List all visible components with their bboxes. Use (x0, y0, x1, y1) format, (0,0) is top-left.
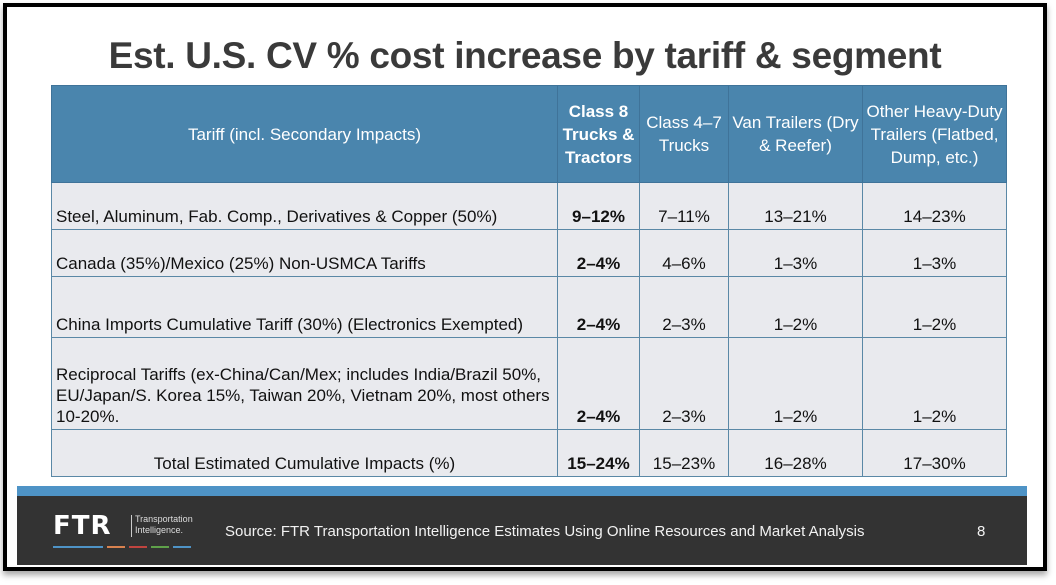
van-cell: 1–2% (728, 276, 863, 338)
class4-7-cell: 4–6% (639, 229, 729, 277)
ftr-logo: FTR Transportation Intelligence. (53, 511, 203, 548)
van-cell: 16–28% (728, 429, 863, 477)
header-van-trailers: Van Trailers (Dry & Reefer) (728, 85, 863, 183)
class8-cell: 15–24% (557, 429, 640, 477)
page-number: 8 (977, 523, 986, 540)
table-row-total: Total Estimated Cumulative Impacts (%) 1… (51, 429, 1007, 477)
class8-cell: 2–4% (557, 276, 640, 338)
logo-text: FTR (53, 511, 112, 541)
class8-cell: 9–12% (557, 182, 640, 230)
other-cell: 1–2% (862, 337, 1007, 430)
header-other-trailers: Other Heavy-Duty Trailers (Flatbed, Dump… (862, 85, 1007, 183)
table-header-row: Tariff (incl. Secondary Impacts) Class 8… (51, 85, 1007, 183)
table-row: Canada (35%)/Mexico (25%) Non-USMCA Tari… (51, 229, 1007, 277)
slide-footer: FTR Transportation Intelligence. Source:… (17, 496, 1027, 565)
header-class8: Class 8 Trucks & Tractors (557, 85, 640, 183)
tariff-cell: China Imports Cumulative Tariff (30%) (E… (51, 276, 558, 338)
logo-color-bars (53, 546, 203, 548)
class4-7-cell: 2–3% (639, 337, 729, 430)
logo-subtext-line2: Intelligence. (135, 525, 184, 535)
table-row: Reciprocal Tariffs (ex-China/Can/Mex; in… (51, 337, 1007, 430)
total-label-cell: Total Estimated Cumulative Impacts (%) (51, 429, 558, 477)
van-cell: 1–3% (728, 229, 863, 277)
other-cell: 1–3% (862, 229, 1007, 277)
logo-subtext: Transportation Intelligence. (135, 514, 193, 536)
logo-bar (107, 546, 125, 548)
logo-bar (129, 546, 147, 548)
logo-bar (173, 546, 191, 548)
class4-7-cell: 7–11% (639, 182, 729, 230)
footer-accent-stripe (17, 486, 1027, 496)
header-class4-7: Class 4–7 Trucks (639, 85, 729, 183)
table-row: China Imports Cumulative Tariff (30%) (E… (51, 276, 1007, 338)
tariff-cell: Reciprocal Tariffs (ex-China/Can/Mex; in… (51, 337, 558, 430)
van-cell: 13–21% (728, 182, 863, 230)
slide-title: Est. U.S. CV % cost increase by tariff &… (108, 35, 942, 76)
table-row: Steel, Aluminum, Fab. Comp., Derivatives… (51, 182, 1007, 230)
tariff-cell: Canada (35%)/Mexico (25%) Non-USMCA Tari… (51, 229, 558, 277)
tariff-cell: Steel, Aluminum, Fab. Comp., Derivatives… (51, 182, 558, 230)
logo-bar (151, 546, 169, 548)
class4-7-cell: 15–23% (639, 429, 729, 477)
logo-subtext-line1: Transportation (135, 514, 193, 524)
source-note: Source: FTR Transportation Intelligence … (225, 523, 865, 540)
header-tariff: Tariff (incl. Secondary Impacts) (51, 85, 558, 183)
class8-cell: 2–4% (557, 337, 640, 430)
slide-frame: Est. U.S. CV % cost increase by tariff &… (3, 3, 1047, 571)
logo-bar (53, 546, 103, 548)
other-cell: 17–30% (862, 429, 1007, 477)
tariff-table: Tariff (incl. Secondary Impacts) Class 8… (51, 85, 1007, 477)
van-cell: 1–2% (728, 337, 863, 430)
class4-7-cell: 2–3% (639, 276, 729, 338)
class8-cell: 2–4% (557, 229, 640, 277)
logo-divider (131, 515, 132, 537)
other-cell: 14–23% (862, 182, 1007, 230)
other-cell: 1–2% (862, 276, 1007, 338)
